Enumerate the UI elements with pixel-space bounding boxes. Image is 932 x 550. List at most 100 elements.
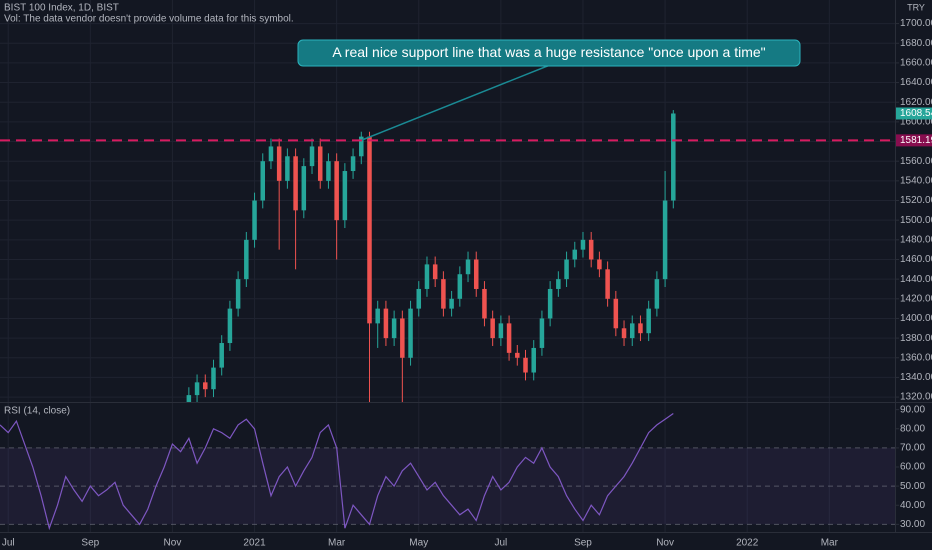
candle-body (457, 274, 463, 299)
candle-body (662, 200, 668, 280)
candle-body (301, 166, 307, 211)
candle-body (235, 279, 241, 309)
last-price-tag (896, 107, 932, 120)
candle-body (621, 328, 627, 339)
y-tick-label: 1380.00 (900, 333, 932, 344)
y-tick-label: 1340.00 (900, 372, 932, 383)
y-tick-label: 1460.00 (900, 254, 932, 265)
candle-body (490, 318, 495, 339)
x-tick-label: Jul (2, 538, 15, 549)
x-tick-label: Jul (494, 538, 507, 549)
candle-body (523, 357, 528, 373)
candle-body (252, 200, 257, 240)
x-tick-label: Sep (574, 538, 592, 549)
candle-body (342, 171, 348, 221)
currency-label: TRY (907, 2, 925, 12)
y-tick-label: 1600.00 (900, 117, 932, 128)
rsi-pane (0, 413, 895, 531)
axes: Jul Sep Nov 2021 Mar May Jul Sep Nov 2022 Mar 1320.… (2, 18, 932, 549)
candle-body (260, 161, 266, 201)
x-tick-label: Mar (821, 538, 839, 549)
candle-body (449, 298, 454, 309)
candle-body (671, 113, 676, 201)
candle-body (638, 323, 643, 334)
candle-body (408, 308, 413, 358)
y-tick-label: 1520.00 (900, 195, 932, 206)
candle-body (317, 146, 323, 181)
candle-body (547, 288, 553, 319)
y-tick-label: 80.00 (900, 423, 925, 434)
candle-body (539, 318, 545, 348)
candle-body (654, 279, 660, 309)
candle-body (391, 318, 397, 339)
candle-body (194, 382, 200, 396)
grid (0, 0, 895, 532)
candle-body (244, 239, 249, 280)
candle-body (605, 269, 610, 299)
y-tick-label: 40.00 (900, 500, 925, 511)
candle-body (588, 239, 594, 260)
candle-body (465, 259, 471, 275)
candle-body (613, 298, 619, 329)
candle-body (506, 323, 512, 353)
y-tick-label: 1700.00 (900, 18, 932, 29)
y-tick-label: 1360.00 (900, 352, 932, 363)
x-tick-label: Mar (328, 538, 346, 549)
y-tick-label: 1560.00 (900, 156, 932, 167)
x-tick-label: Sep (81, 538, 99, 549)
rsi-band (0, 447, 895, 525)
price-pane (0, 110, 895, 402)
y-tick-label: 70.00 (900, 443, 925, 454)
y-tick-label: 90.00 (900, 404, 925, 415)
last-price-label: 1608.54 (900, 108, 932, 119)
x-tick-label: Nov (656, 538, 674, 549)
y-tick-label: 1320.00 (900, 392, 932, 403)
annotation-box (297, 39, 801, 67)
candle-body (383, 308, 389, 339)
rsi-title: RSI (14, close) (4, 406, 70, 417)
y-tick-label: 1400.00 (900, 313, 932, 324)
candle-body (227, 308, 233, 344)
y-tick-label: 30.00 (900, 519, 925, 530)
candle-body (597, 259, 602, 270)
candle-body (629, 323, 635, 339)
y-tick-label: 1660.00 (900, 58, 932, 69)
hline-price-tag (896, 134, 932, 147)
y-tick-label: 50.00 (900, 481, 925, 492)
candle-body (416, 288, 422, 309)
candle-body (498, 323, 504, 339)
candle-body (367, 136, 372, 324)
x-tick-label: 2022 (736, 538, 759, 549)
y-tick-label: 60.00 (900, 462, 925, 473)
y-tick-label: 1640.00 (900, 77, 932, 88)
y-tick-label: 1480.00 (900, 234, 932, 245)
candle-body (350, 156, 356, 172)
candle-body (473, 259, 479, 289)
y-tick-label: 1680.00 (900, 38, 932, 49)
candle-body (564, 259, 569, 280)
candle-body (359, 136, 364, 157)
annotation-pointer (361, 62, 556, 141)
candle-body (375, 308, 380, 324)
candle-body (268, 146, 274, 162)
y-tick-label: 1420.00 (900, 293, 932, 304)
x-tick-label: May (409, 538, 428, 549)
candle-body (219, 343, 224, 368)
annotation-text: A real nice support line that was a huge… (332, 44, 765, 60)
y-tick-label: 1620.00 (900, 97, 932, 108)
candle-body (441, 279, 446, 309)
x-tick-label: 2021 (243, 538, 266, 549)
candle-body (572, 249, 578, 260)
candle-body (556, 279, 561, 289)
candle-body (515, 352, 520, 358)
x-tick-label: Nov (164, 538, 182, 549)
candle-body (276, 146, 282, 181)
candle-body (326, 161, 331, 181)
y-tick-label: 1540.00 (900, 175, 932, 186)
candle-body (424, 264, 430, 289)
volume-note: Vol: The data vendor doesn't provide vol… (4, 14, 294, 25)
candle-body (580, 239, 586, 250)
candle-body (211, 367, 216, 390)
